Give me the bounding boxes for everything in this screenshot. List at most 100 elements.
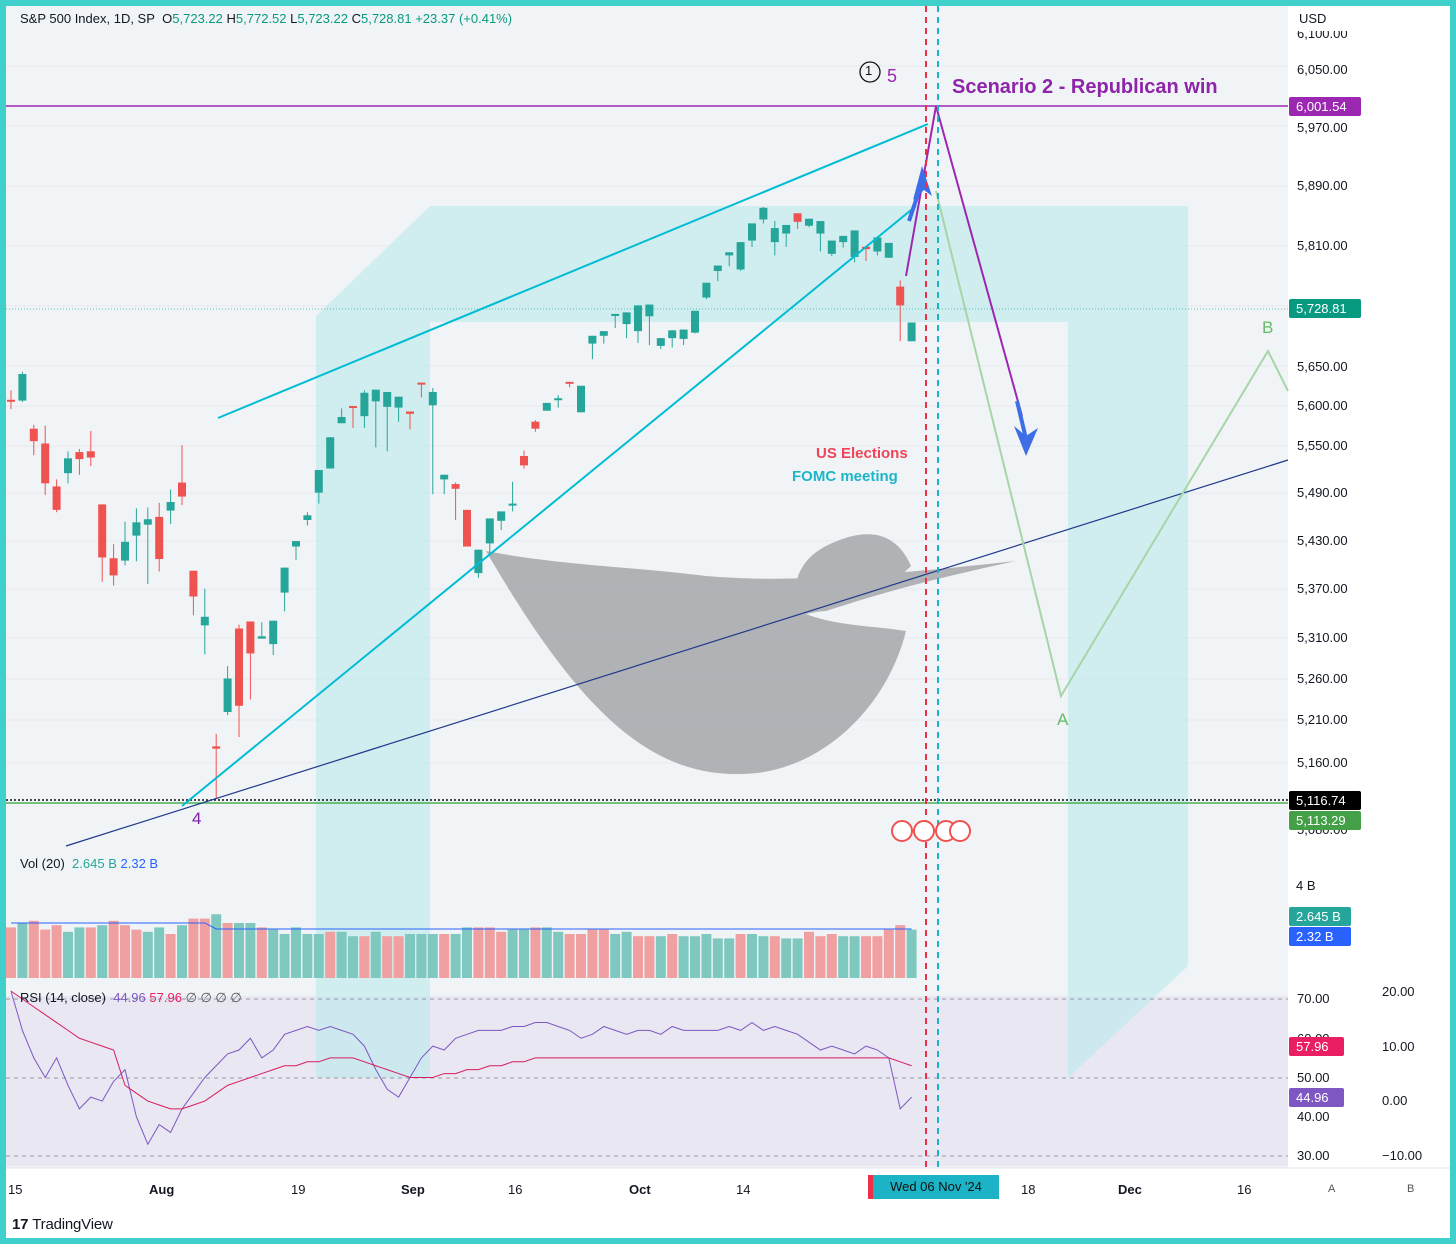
candle-body <box>645 304 654 317</box>
volume-bar <box>541 927 552 978</box>
volume-legend: Vol (20) 2.645 B 2.32 B <box>20 856 159 871</box>
volume-bar <box>724 938 735 978</box>
candle-body <box>691 310 699 333</box>
wave-projection-purple <box>905 105 1023 417</box>
log-scale-button[interactable]: B <box>1407 1183 1415 1195</box>
price-tick: 5,810.00 <box>1297 238 1348 253</box>
candle-body <box>406 411 414 414</box>
volume-bar <box>142 931 153 978</box>
candle-body <box>554 398 563 401</box>
price-tick: 5,430.00 <box>1297 533 1348 548</box>
price-tick: 6,050.00 <box>1297 62 1348 77</box>
volume-bar <box>348 936 358 978</box>
volume-bar <box>427 934 438 978</box>
channel-upper-line <box>217 123 929 419</box>
x-tick: 16 <box>1237 1182 1252 1197</box>
volume-bar <box>120 925 130 978</box>
rsi-legend: RSI (14, close) 44.96 57.96 ∅ ∅ ∅ ∅ <box>20 990 242 1005</box>
candle-body <box>599 331 608 336</box>
candle-body <box>269 620 278 645</box>
volume-bar <box>747 934 757 978</box>
channel-lower-line <box>181 205 917 807</box>
volume-bar <box>826 934 837 978</box>
volume-bar <box>735 934 746 978</box>
volume-bar <box>63 931 73 978</box>
x-tick: 16 <box>508 1182 523 1197</box>
candle-body <box>75 452 84 460</box>
volume-bar <box>655 936 666 978</box>
volume-bar <box>211 914 222 978</box>
candle-body <box>542 402 551 411</box>
candle-body <box>850 230 859 257</box>
candle-body <box>29 428 38 442</box>
badge-rsi-b: 44.96 <box>1289 1088 1344 1107</box>
candle-body <box>907 322 916 342</box>
candle-body <box>280 567 289 593</box>
candle-body <box>394 396 403 408</box>
rsi-tick-secondary: 10.00 <box>1382 1039 1415 1054</box>
candle-body <box>200 616 209 626</box>
candle-body <box>679 329 688 339</box>
auto-scale-button[interactable]: A <box>1328 1183 1336 1195</box>
price-tick: 5,970.00 <box>1297 120 1348 135</box>
us-elections-label: US Elections <box>816 445 908 462</box>
volume-bar <box>28 920 39 978</box>
volume-bar <box>530 927 541 978</box>
volume-bar <box>610 934 621 978</box>
candle-body <box>371 389 380 402</box>
volume-bar <box>473 927 484 978</box>
tv-mark-icon: 17 <box>12 1216 29 1233</box>
volume-bar <box>154 927 165 978</box>
volume-bar <box>633 936 643 978</box>
candle-body <box>7 399 15 402</box>
candle-body <box>531 421 540 429</box>
volume-bar <box>313 934 324 978</box>
x-tick: 15 <box>8 1182 23 1197</box>
volume-bar <box>245 923 256 978</box>
x-tick: 18 <box>1021 1182 1036 1197</box>
rsi-ma-line <box>10 990 912 1110</box>
candle-body <box>428 391 437 406</box>
candle-body <box>143 519 152 525</box>
x-tick: 14 <box>736 1182 751 1197</box>
candle-body <box>132 522 141 536</box>
chart-frame: 6,100.00 6,050.00 5,970.00 5,890.00 5,810.00… <box>6 6 1450 1238</box>
wave-5-label: 5 <box>887 66 898 86</box>
volume-bar <box>769 936 780 978</box>
candle-body <box>86 451 95 458</box>
candle-body <box>326 437 335 469</box>
candle-body <box>155 516 164 560</box>
wave-4-label: 4 <box>192 809 202 828</box>
date-badge: Wed 06 Nov '24 <box>868 1175 999 1199</box>
candle-body <box>474 549 483 574</box>
volume-bar <box>405 934 415 978</box>
volume-bar <box>758 936 769 978</box>
long-trend-line <box>65 459 1289 847</box>
volume-bar <box>336 931 347 978</box>
candle-body <box>212 746 221 749</box>
candle-body <box>508 503 517 506</box>
wave-a-label: A <box>1057 710 1069 729</box>
candle-body <box>782 224 791 234</box>
candle-body <box>223 678 232 713</box>
tradingview-logo: 17 TradingView <box>12 1216 113 1233</box>
volume-bar <box>17 923 28 978</box>
currency-selector[interactable]: USD <box>1289 7 1371 31</box>
candle-body <box>303 515 312 521</box>
candle-body <box>337 416 346 424</box>
volume-bar <box>222 923 233 978</box>
candle-body <box>360 392 369 417</box>
candle-body <box>827 240 836 254</box>
candle-body <box>485 518 494 544</box>
chart-canvas[interactable]: 6,100.006,050.005,970.005,890.005,810.00… <box>6 6 1450 1238</box>
x-tick: Aug <box>149 1182 175 1197</box>
price-tick: 5,490.00 <box>1297 485 1348 500</box>
badge-5113: 5,113.29 <box>1289 811 1361 830</box>
volume-bar <box>268 929 279 978</box>
candle-body <box>725 252 734 256</box>
price-tick: 5,890.00 <box>1297 178 1348 193</box>
price-tick: 5,600.00 <box>1297 398 1348 413</box>
candle-body <box>805 218 813 226</box>
volume-bar <box>416 934 427 978</box>
wave-circle-icon <box>859 61 881 83</box>
